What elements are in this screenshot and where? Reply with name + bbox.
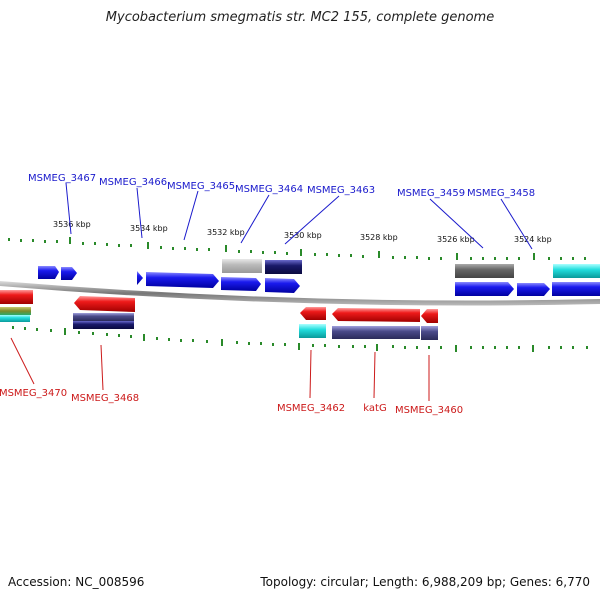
scale-label: 3524 kbp xyxy=(514,235,552,244)
gene-block xyxy=(299,324,326,338)
gene-label: MSMEG_3460 xyxy=(395,405,463,416)
gene-block xyxy=(553,264,600,278)
gene-label: MSMEG_3464 xyxy=(235,184,303,195)
gene-arrow xyxy=(221,277,261,291)
gene-arrow xyxy=(146,272,219,288)
gene-block xyxy=(455,264,514,278)
scale-label: 3536 kbp xyxy=(53,220,91,229)
forward-leader-lines xyxy=(65,182,533,250)
gene-label: MSMEG_3459 xyxy=(397,188,465,199)
gene-label: MSMEG_3458 xyxy=(467,188,535,199)
gene-block xyxy=(265,260,302,274)
scale-label: 3534 kbp xyxy=(130,224,168,233)
topology-label: Topology: circular; Length: 6,988,209 bp… xyxy=(260,575,590,589)
scale-label: 3528 kbp xyxy=(360,233,398,242)
gene-arrow xyxy=(517,283,550,296)
gene-arrow xyxy=(265,278,300,293)
forward-gene-labels: MSMEG_3467 MSMEG_3466 MSMEG_3465 MSMEG_3… xyxy=(28,173,535,199)
genome-backbone xyxy=(0,281,600,306)
gene-arrow xyxy=(421,309,438,323)
gene-label: MSMEG_3467 xyxy=(28,173,96,184)
gene-arrow xyxy=(300,307,326,320)
forward-strand-features xyxy=(38,259,600,296)
reverse-gene-labels: MSMEG_3470 MSMEG_3468 MSMEG_3462 katG MS… xyxy=(0,388,463,416)
gene-block xyxy=(0,315,30,322)
gene-label: MSMEG_3465 xyxy=(167,181,235,192)
gene-arrow xyxy=(137,271,143,285)
gene-arrow xyxy=(455,282,514,296)
reverse-strand-features xyxy=(0,290,438,340)
gene-arrow xyxy=(61,267,77,280)
gene-block xyxy=(222,259,262,273)
gene-label: MSMEG_3463 xyxy=(307,185,375,196)
gene-arrow xyxy=(38,266,59,279)
gene-block xyxy=(552,282,600,296)
map-title: Mycobacterium smegmatis str. MC2 155, co… xyxy=(105,10,495,25)
gene-label: MSMEG_3468 xyxy=(71,393,139,404)
gene-arrow xyxy=(74,296,135,312)
gene-block xyxy=(0,290,33,304)
gene-label: MSMEG_3462 xyxy=(277,403,345,414)
upper-tick-row xyxy=(8,237,586,260)
gene-arrow xyxy=(332,308,420,322)
gene-block xyxy=(332,326,420,339)
scale-label: 3526 kbp xyxy=(437,235,475,244)
accession-label: Accession: NC_008596 xyxy=(8,575,145,589)
scale-label: 3532 kbp xyxy=(207,228,245,237)
gene-label: katG xyxy=(363,403,386,414)
scale-label: 3530 kbp xyxy=(284,231,322,240)
reverse-leader-lines xyxy=(10,337,430,401)
gene-label: MSMEG_3470 xyxy=(0,388,67,399)
lower-tick-row xyxy=(12,326,588,352)
gene-block xyxy=(73,321,134,329)
gene-label: MSMEG_3466 xyxy=(99,177,167,188)
gene-block xyxy=(0,307,31,315)
gene-block xyxy=(421,326,438,340)
gene-block xyxy=(73,313,134,321)
